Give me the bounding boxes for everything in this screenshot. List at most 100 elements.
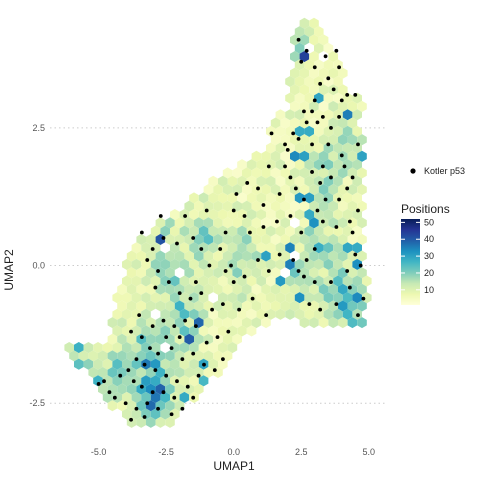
- hex-bin: [117, 383, 127, 395]
- hex-bin: [246, 325, 257, 337]
- kotler-p53-point: [226, 329, 231, 334]
- hex-bin: [294, 208, 305, 221]
- hex-bin: [107, 333, 118, 345]
- hex-bin: [184, 300, 194, 312]
- hex-bin: [131, 358, 142, 370]
- kotler-p53-point: [196, 373, 201, 378]
- hex-bin: [309, 184, 319, 196]
- hex-bin: [309, 150, 319, 162]
- x-tick-label: 0.0: [227, 447, 240, 457]
- kotler-p53-point: [318, 307, 323, 312]
- kotler-p53-point: [164, 335, 169, 340]
- hex-bin: [98, 383, 108, 395]
- kotler-p53-point: [166, 280, 171, 284]
- kotler-p53-point: [223, 269, 228, 273]
- kotler-p53-point: [361, 296, 366, 301]
- hex-bin: [280, 250, 290, 262]
- kotler-p53-point: [139, 384, 144, 389]
- kotler-p53-point: [175, 241, 179, 246]
- kotler-p53-point: [153, 368, 158, 373]
- hex-bin: [189, 292, 199, 304]
- hex-bin: [227, 225, 238, 237]
- hex-bin: [208, 308, 218, 320]
- hex-bin: [275, 142, 286, 154]
- hex-bin: [208, 258, 218, 270]
- hex-bin: [280, 167, 290, 179]
- hex-bin: [64, 342, 74, 354]
- kotler-p53-point: [204, 208, 209, 213]
- hex-bin: [294, 258, 305, 270]
- hex-bin: [174, 333, 185, 345]
- hex-bin: [146, 283, 156, 295]
- hex-bin: [122, 358, 132, 370]
- hex-bin: [208, 175, 218, 187]
- hex-bin: [294, 159, 305, 171]
- kotler-p53-point: [129, 417, 133, 422]
- hex-bin: [222, 250, 233, 262]
- hex-bin: [117, 333, 127, 345]
- hex-bin: [242, 250, 252, 262]
- hex-bin: [160, 292, 170, 304]
- hex-bin: [318, 100, 329, 112]
- hex-bin: [146, 233, 156, 246]
- kotler-p53-point: [183, 318, 187, 323]
- hex-bin: [102, 391, 113, 403]
- hex-bin: [251, 150, 262, 162]
- hex-bin: [304, 26, 314, 38]
- hex-bin: [275, 292, 286, 304]
- hex-bin: [246, 242, 257, 254]
- hex-bin: [294, 292, 305, 304]
- hex-bin: [309, 51, 319, 63]
- hex-bin: [155, 416, 166, 428]
- hex-bin: [318, 84, 329, 96]
- hex-bin: [222, 217, 233, 229]
- hex-bin: [323, 75, 334, 88]
- hex-bin: [102, 358, 113, 370]
- hex-bin: [333, 125, 343, 137]
- kotler-p53-point: [261, 203, 266, 207]
- kotler-p53-point: [310, 109, 314, 114]
- hex-bin: [285, 192, 295, 204]
- hex-bin: [237, 292, 247, 304]
- hex-bin: [256, 242, 266, 254]
- hex-bin: [352, 192, 362, 204]
- hex-bin: [165, 383, 175, 395]
- kotler-p53-point: [204, 340, 209, 345]
- kotler-p53-point: [329, 280, 333, 284]
- hex-bin: [261, 317, 271, 329]
- kotler-p53-point: [245, 181, 250, 185]
- hex-bin: [146, 416, 156, 428]
- kotler-p53-point: [302, 274, 306, 279]
- kotler-p53-point: [139, 335, 144, 340]
- hex-bin: [270, 300, 281, 312]
- kotler-p53-point: [299, 59, 304, 64]
- hex-bin: [309, 84, 319, 96]
- hex-bin: [357, 300, 367, 312]
- hex-bin: [213, 217, 223, 229]
- hex-bin: [189, 192, 199, 204]
- kotler-p53-point: [180, 406, 185, 411]
- hex-bin: [285, 175, 295, 187]
- hex-bin: [189, 258, 199, 270]
- hex-bin: [304, 125, 314, 137]
- kotler-p53-point: [347, 219, 352, 224]
- hex-bin: [357, 317, 367, 329]
- hex-bin: [198, 225, 209, 237]
- hex-bin: [270, 283, 281, 295]
- hex-bin: [304, 175, 314, 187]
- hex-bin: [246, 208, 257, 221]
- hex-bin: [338, 233, 348, 246]
- hex-bin: [314, 192, 324, 204]
- hex-bin: [198, 275, 209, 287]
- hex-bin: [323, 292, 334, 304]
- hex-bin: [131, 325, 142, 337]
- hex-bin: [290, 51, 300, 63]
- hex-bin: [285, 275, 295, 287]
- kotler-p53-point: [123, 401, 128, 406]
- hex-bin: [222, 333, 233, 345]
- hex-bin: [314, 275, 324, 287]
- hex-bin: [174, 283, 185, 295]
- kotler-p53-point: [296, 37, 301, 42]
- hex-bin: [333, 142, 343, 154]
- hex-bin: [174, 250, 185, 262]
